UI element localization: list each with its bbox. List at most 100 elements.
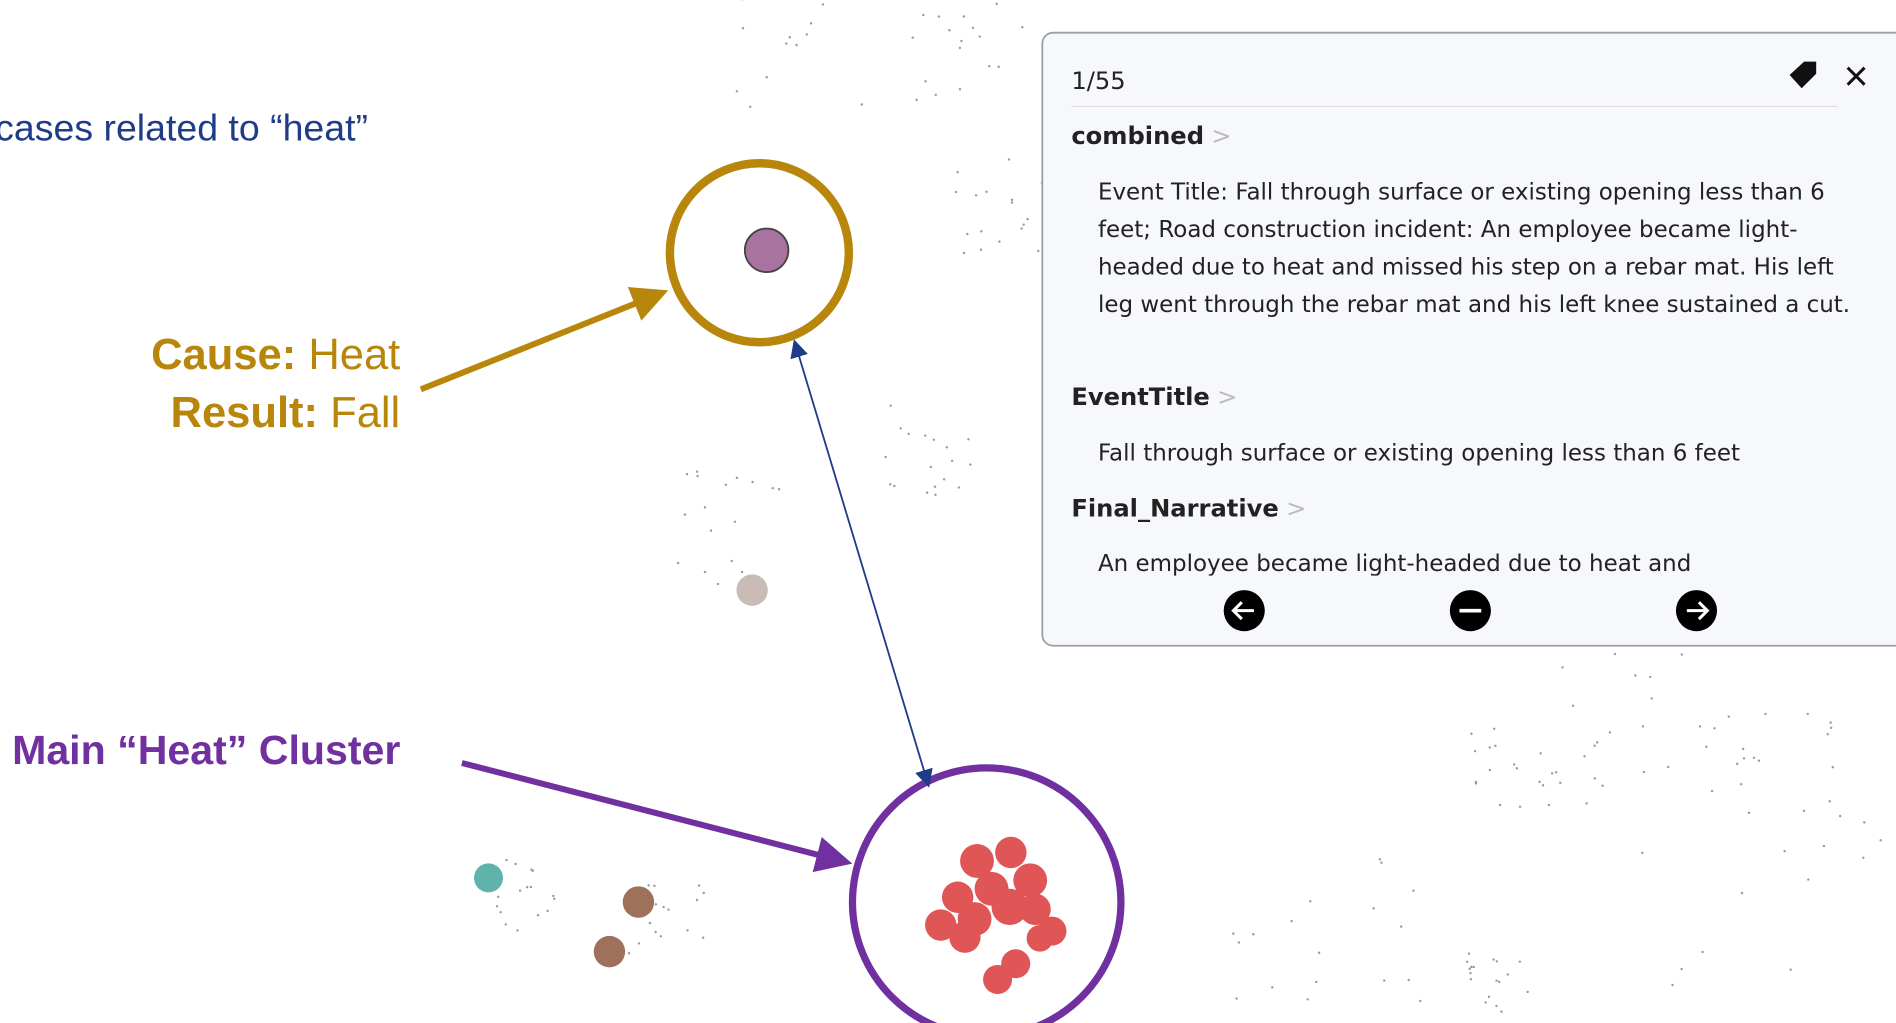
background-point	[1554, 771, 1558, 774]
selected-point[interactable]	[743, 227, 790, 273]
background-point	[925, 491, 929, 494]
point[interactable]	[622, 886, 655, 918]
background-point	[1613, 652, 1617, 656]
background-point	[1826, 733, 1829, 736]
background-point	[1828, 800, 1831, 803]
background-point	[730, 559, 733, 563]
background-point	[980, 230, 983, 233]
tag-button[interactable]	[1789, 61, 1817, 89]
background-point	[1783, 849, 1786, 853]
background-point	[1495, 979, 1498, 982]
background-point	[1380, 861, 1383, 864]
background-point	[1512, 763, 1516, 766]
background-point	[1641, 725, 1645, 728]
point[interactable]	[736, 574, 768, 606]
background-point	[1571, 704, 1575, 708]
point[interactable]	[593, 935, 626, 968]
background-point	[703, 570, 707, 574]
background-point	[525, 885, 529, 889]
background-point	[1550, 772, 1554, 775]
background-point	[1593, 744, 1596, 747]
background-point	[1470, 965, 1473, 969]
background-point	[1862, 856, 1865, 860]
background-point	[1497, 980, 1501, 984]
background-point	[637, 942, 641, 945]
background-point	[653, 884, 656, 888]
background-point	[1472, 965, 1475, 969]
label: Result:	[171, 389, 318, 437]
background-point	[1315, 980, 1318, 984]
field-name[interactable]: combined >	[1071, 120, 1232, 150]
background-point	[1561, 666, 1564, 669]
background-point	[496, 895, 500, 899]
background-point	[505, 858, 508, 862]
background-point	[969, 463, 972, 466]
background-point	[889, 404, 892, 407]
background-point	[788, 36, 792, 39]
background-point	[960, 39, 963, 43]
background-point	[899, 427, 902, 430]
background-point	[709, 529, 713, 532]
background-point	[1518, 960, 1522, 963]
background-point	[932, 438, 936, 442]
background-point	[696, 474, 699, 478]
background-point	[785, 42, 788, 45]
background-point	[1538, 780, 1541, 784]
arrow	[419, 287, 669, 393]
background-point	[1742, 757, 1746, 760]
prev-button[interactable]	[1223, 590, 1265, 632]
background-point	[978, 35, 982, 38]
background-point	[967, 438, 970, 441]
background-point	[667, 908, 670, 911]
background-point	[1642, 770, 1646, 774]
background-point	[1407, 978, 1410, 982]
background-point	[1470, 732, 1473, 735]
background-point	[1752, 756, 1756, 759]
background-point	[1701, 950, 1704, 954]
cluster-annotation: Main “Heat” Cluster	[12, 727, 400, 773]
background-point	[504, 923, 508, 926]
next-button[interactable]	[1675, 590, 1718, 632]
heat-cluster	[925, 836, 1067, 994]
background-point	[971, 26, 975, 30]
background-point	[950, 459, 954, 463]
background-point	[740, 570, 744, 574]
close-button[interactable]	[1846, 66, 1866, 86]
background-point	[958, 88, 962, 91]
background-point	[1037, 249, 1040, 253]
background-point	[1596, 741, 1599, 744]
background-point	[1412, 889, 1415, 892]
background-point	[1806, 712, 1809, 716]
background-point	[531, 869, 534, 872]
value: Fall	[330, 389, 400, 437]
background-point	[1541, 784, 1545, 787]
background-point	[1484, 1001, 1487, 1004]
background-point	[1831, 766, 1834, 769]
field-name[interactable]: Final_Narrative >	[1071, 493, 1307, 523]
background-point	[695, 470, 699, 473]
background-point	[1495, 960, 1499, 963]
background-point	[697, 884, 701, 887]
background-point	[948, 29, 951, 32]
cause-annotation: Cause: Heat	[151, 331, 400, 379]
background-point	[958, 46, 962, 50]
background-point	[1026, 217, 1029, 221]
panel-content: combined > Event Title: Fall through surf…	[1071, 120, 1850, 576]
background-point	[499, 911, 502, 914]
field-name[interactable]: EventTitle >	[1071, 382, 1238, 412]
background-point	[683, 513, 687, 516]
background-point	[1372, 907, 1375, 910]
background-point	[1488, 746, 1492, 749]
background-point	[1495, 1004, 1498, 1008]
remove-button[interactable]	[1449, 590, 1491, 632]
background-point	[933, 485, 937, 488]
background-point	[777, 488, 781, 491]
point[interactable]	[474, 863, 504, 893]
background-point	[988, 64, 991, 68]
background-point	[924, 434, 927, 437]
background-point	[1467, 952, 1471, 955]
background-point	[1488, 768, 1492, 772]
background-point	[1822, 844, 1826, 848]
background-point	[1010, 201, 1014, 204]
